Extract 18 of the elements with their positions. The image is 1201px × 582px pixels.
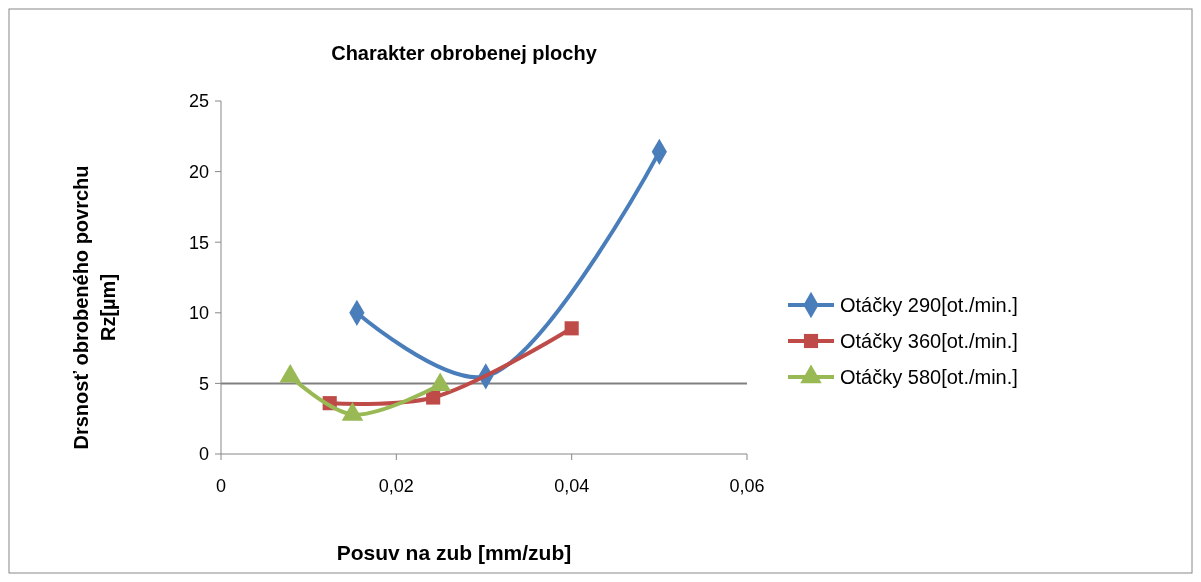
y-tick-label: 15 (188, 232, 209, 253)
y-tick-label: 20 (188, 161, 209, 182)
y-tick-label: 5 (198, 373, 209, 394)
x-tick-label: 0,04 (554, 476, 590, 496)
y-tick-label: 10 (188, 303, 209, 324)
legend-label: Otáčky 580[ot./min.] (840, 366, 1018, 388)
legend-label: Otáčky 290[ot./min.] (840, 294, 1018, 316)
point (564, 321, 579, 336)
y-tick-label: 25 (188, 91, 209, 112)
chart-title: Charakter obrobenej plochy (331, 42, 598, 64)
point (426, 390, 441, 405)
x-tick-label: 0 (215, 476, 227, 496)
x-tick-label: 0,06 (729, 476, 765, 496)
y-axis-title: Drsnosť obrobeného povrchu Rz[µm] (70, 165, 119, 450)
x-axis-title: Posuv na zub [mm/zub] (336, 541, 572, 564)
y-tick-label: 0 (198, 444, 209, 465)
x-tick-label: 0,02 (378, 476, 414, 496)
legend-label: Otáčky 360[ot./min.] (840, 330, 1018, 352)
